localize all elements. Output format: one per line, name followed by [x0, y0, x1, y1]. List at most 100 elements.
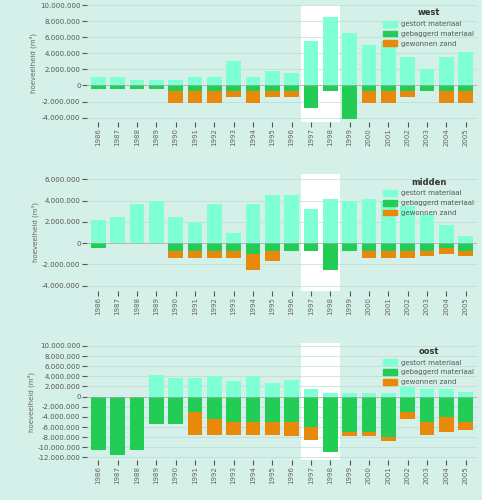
- Bar: [362, 91, 376, 103]
- Bar: [265, 91, 280, 96]
- Bar: [227, 91, 241, 96]
- Bar: [458, 392, 473, 396]
- Bar: [323, 17, 337, 86]
- Bar: [323, 396, 337, 452]
- Bar: [188, 86, 202, 91]
- Bar: [207, 86, 222, 91]
- Bar: [458, 396, 473, 422]
- Bar: [420, 243, 434, 250]
- Bar: [323, 393, 337, 396]
- Bar: [188, 412, 202, 434]
- Bar: [110, 78, 125, 86]
- Bar: [188, 396, 202, 412]
- Bar: [420, 214, 434, 243]
- Bar: [284, 380, 299, 396]
- Bar: [304, 389, 318, 396]
- Bar: [188, 222, 202, 243]
- Bar: [439, 417, 454, 432]
- Bar: [168, 86, 183, 91]
- Bar: [420, 70, 434, 86]
- Bar: [362, 45, 376, 86]
- Bar: [420, 86, 434, 91]
- Bar: [342, 432, 357, 436]
- Bar: [207, 204, 222, 243]
- Bar: [362, 393, 376, 396]
- Bar: [149, 80, 163, 86]
- Bar: [168, 80, 183, 86]
- Bar: [439, 86, 454, 91]
- Bar: [188, 250, 202, 258]
- Bar: [401, 206, 415, 243]
- Bar: [265, 250, 280, 261]
- Bar: [168, 91, 183, 103]
- Bar: [227, 396, 241, 422]
- Legend: gestort materiaal, gebaggerd materiaal, gewonnen zand: gestort materiaal, gebaggerd materiaal, …: [381, 176, 476, 218]
- Bar: [91, 86, 106, 89]
- Bar: [91, 220, 106, 243]
- Bar: [168, 216, 183, 243]
- Bar: [246, 243, 260, 254]
- Bar: [110, 396, 125, 455]
- Bar: [362, 243, 376, 250]
- Bar: [149, 86, 163, 89]
- Bar: [227, 382, 241, 396]
- Bar: [188, 78, 202, 86]
- Bar: [458, 52, 473, 86]
- Bar: [284, 74, 299, 86]
- Y-axis label: hoeveelheid (m³): hoeveelheid (m³): [32, 202, 40, 262]
- Bar: [130, 396, 144, 450]
- Bar: [362, 198, 376, 243]
- Bar: [207, 250, 222, 258]
- Bar: [342, 393, 357, 396]
- Bar: [458, 422, 473, 430]
- Bar: [246, 376, 260, 396]
- Bar: [110, 86, 125, 89]
- Bar: [284, 243, 299, 250]
- Bar: [381, 86, 396, 91]
- Bar: [265, 243, 280, 250]
- Bar: [110, 216, 125, 243]
- Bar: [265, 396, 280, 422]
- Bar: [246, 78, 260, 86]
- Bar: [381, 91, 396, 103]
- Bar: [227, 422, 241, 434]
- Bar: [130, 86, 144, 89]
- Bar: [401, 58, 415, 86]
- Bar: [284, 396, 299, 422]
- Y-axis label: hoeveelheid (m³): hoeveelheid (m³): [27, 372, 35, 432]
- Bar: [265, 86, 280, 91]
- Bar: [420, 389, 434, 396]
- Bar: [149, 396, 163, 424]
- Bar: [246, 86, 260, 91]
- Bar: [207, 91, 222, 103]
- Bar: [149, 376, 163, 396]
- Bar: [458, 91, 473, 103]
- Bar: [227, 232, 241, 243]
- Bar: [149, 200, 163, 243]
- Bar: [342, 86, 357, 119]
- Bar: [130, 80, 144, 86]
- Bar: [207, 78, 222, 86]
- Bar: [401, 91, 415, 96]
- Bar: [401, 243, 415, 250]
- Bar: [420, 396, 434, 422]
- Bar: [401, 412, 415, 420]
- Bar: [207, 243, 222, 250]
- Bar: [246, 254, 260, 270]
- Bar: [458, 236, 473, 243]
- Bar: [284, 422, 299, 436]
- Bar: [439, 396, 454, 417]
- Bar: [265, 422, 280, 434]
- Bar: [301, 5, 340, 121]
- Bar: [207, 396, 222, 419]
- Bar: [265, 383, 280, 396]
- Bar: [439, 390, 454, 396]
- Bar: [304, 243, 318, 250]
- Bar: [304, 209, 318, 243]
- Bar: [420, 250, 434, 256]
- Bar: [207, 376, 222, 396]
- Bar: [323, 86, 337, 91]
- Bar: [168, 378, 183, 396]
- Bar: [439, 225, 454, 243]
- Bar: [381, 200, 396, 243]
